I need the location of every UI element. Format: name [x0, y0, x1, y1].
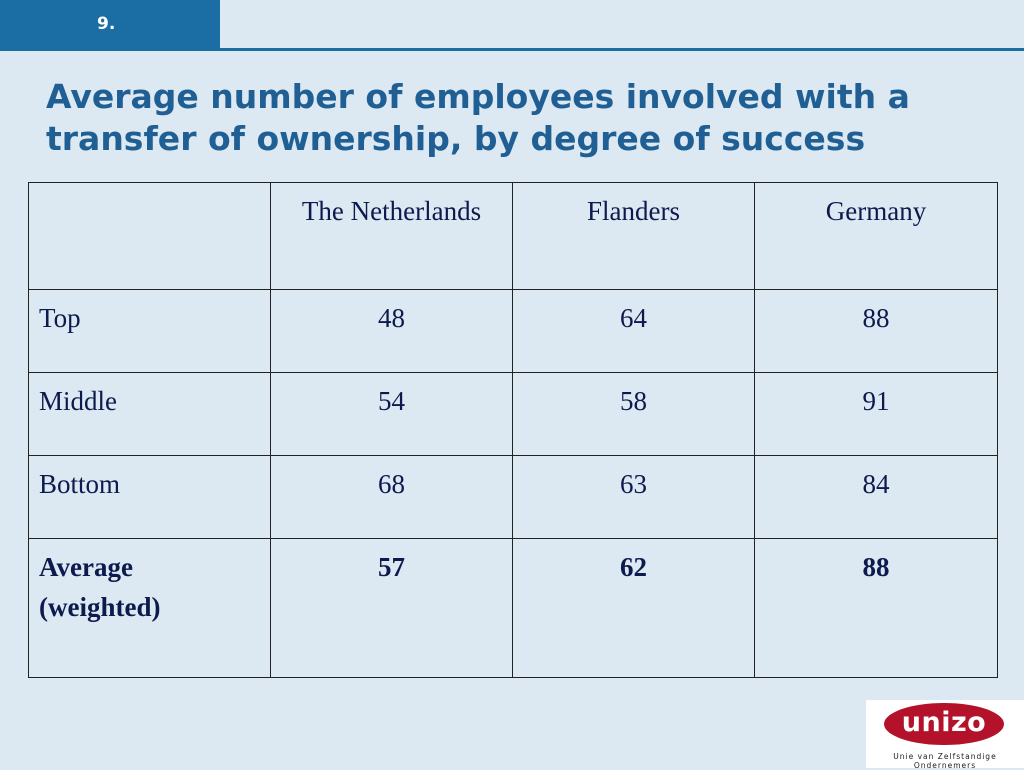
top-rule: [0, 48, 1024, 51]
table-cell: 84: [754, 455, 998, 539]
table-row-average: Average (weighted) 57 62 88: [28, 538, 998, 678]
table-cell: 88: [754, 289, 998, 373]
column-header-flanders: Flanders: [512, 182, 755, 290]
slide-number-box: [0, 0, 220, 50]
logo-oval: [884, 703, 1004, 745]
table-header-row: The Netherlands Flanders Germany: [28, 182, 998, 290]
table-cell: 48: [270, 289, 513, 373]
logo: unizo: [901, 707, 987, 738]
row-label: Bottom: [28, 455, 271, 539]
table-cell: 88: [754, 538, 998, 678]
column-header-netherlands: The Netherlands: [270, 182, 513, 290]
table-cell: 64: [512, 289, 755, 373]
table-cell: 62: [512, 538, 755, 678]
data-table: The Netherlands Flanders Germany Top 48 …: [28, 182, 998, 678]
column-header-germany: Germany: [754, 182, 998, 290]
table-cell: 63: [512, 455, 755, 539]
table-cell: 68: [270, 455, 513, 539]
table-cell: 54: [270, 372, 513, 456]
table-cell: 58: [512, 372, 755, 456]
logo-tagline: Unie van Zelfstandige Ondernemers: [893, 752, 997, 770]
column-header-empty: [28, 182, 271, 290]
row-label: Top: [28, 289, 271, 373]
table-cell: 57: [270, 538, 513, 678]
table-row: Middle 54 58 91: [28, 372, 998, 456]
table-cell: 91: [754, 372, 998, 456]
row-label: Middle: [28, 372, 271, 456]
table-row: Bottom 68 63 84: [28, 455, 998, 539]
table-row: Top 48 64 88: [28, 289, 998, 373]
row-label: Average (weighted): [28, 538, 271, 678]
page-title: Average number of employees involved wit…: [46, 77, 910, 158]
slide-number: 9.: [97, 14, 116, 34]
